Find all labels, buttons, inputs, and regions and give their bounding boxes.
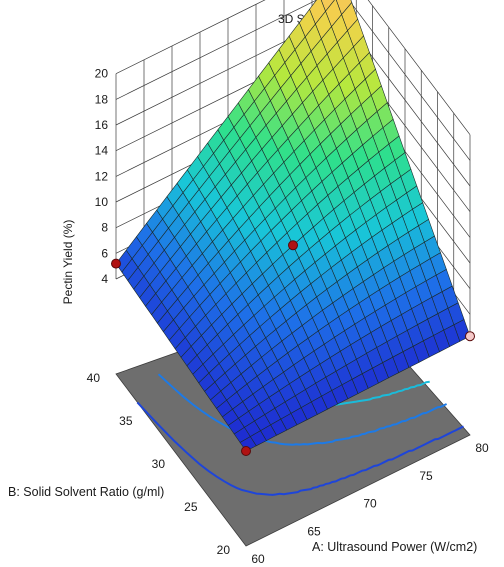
z-tick-label: 16 [95,118,109,132]
z-tick-label: 10 [95,195,109,209]
x-tick-label: 75 [419,469,433,483]
y-tick-label: 40 [87,371,101,385]
z-tick-label: 12 [95,169,109,183]
x-tick-label: 80 [475,441,489,455]
wall-gridline [115,0,471,161]
z-tick-label: 20 [95,67,109,81]
x-tick-label: 65 [307,524,321,538]
y-tick-label: 35 [119,414,133,428]
design-points [111,240,475,456]
z-tick-label: 14 [95,144,109,158]
z-tick-label: 6 [101,246,108,260]
x-tick-label: 70 [363,497,377,511]
x-tick-label: 60 [251,552,265,566]
design-point [288,240,298,251]
design-point [111,258,121,269]
design-point [241,446,251,456]
z-tick-label: 4 [101,272,108,286]
y-tick-label: 25 [184,500,198,514]
design-point [465,331,475,342]
y-tick-label: 20 [217,543,231,557]
z-tick-label: 8 [101,221,108,235]
z-axis-label: Pectin Yield (%) [61,220,75,305]
surface-mesh [115,0,471,452]
y-axis-label: B: Solid Solvent Ratio (g/ml) [8,485,164,499]
y-tick-label: 30 [152,457,166,471]
z-tick-label: 18 [95,92,109,106]
x-axis-label: A: Ultrasound Power (W/cm2) [312,540,477,554]
wall-gridline [115,0,471,135]
contour-line [136,401,464,496]
tick-labels: 4 6 8 10 12 14 16 18 20 60 65 70 75 80 20 25 30 35 40 [87,67,489,566]
